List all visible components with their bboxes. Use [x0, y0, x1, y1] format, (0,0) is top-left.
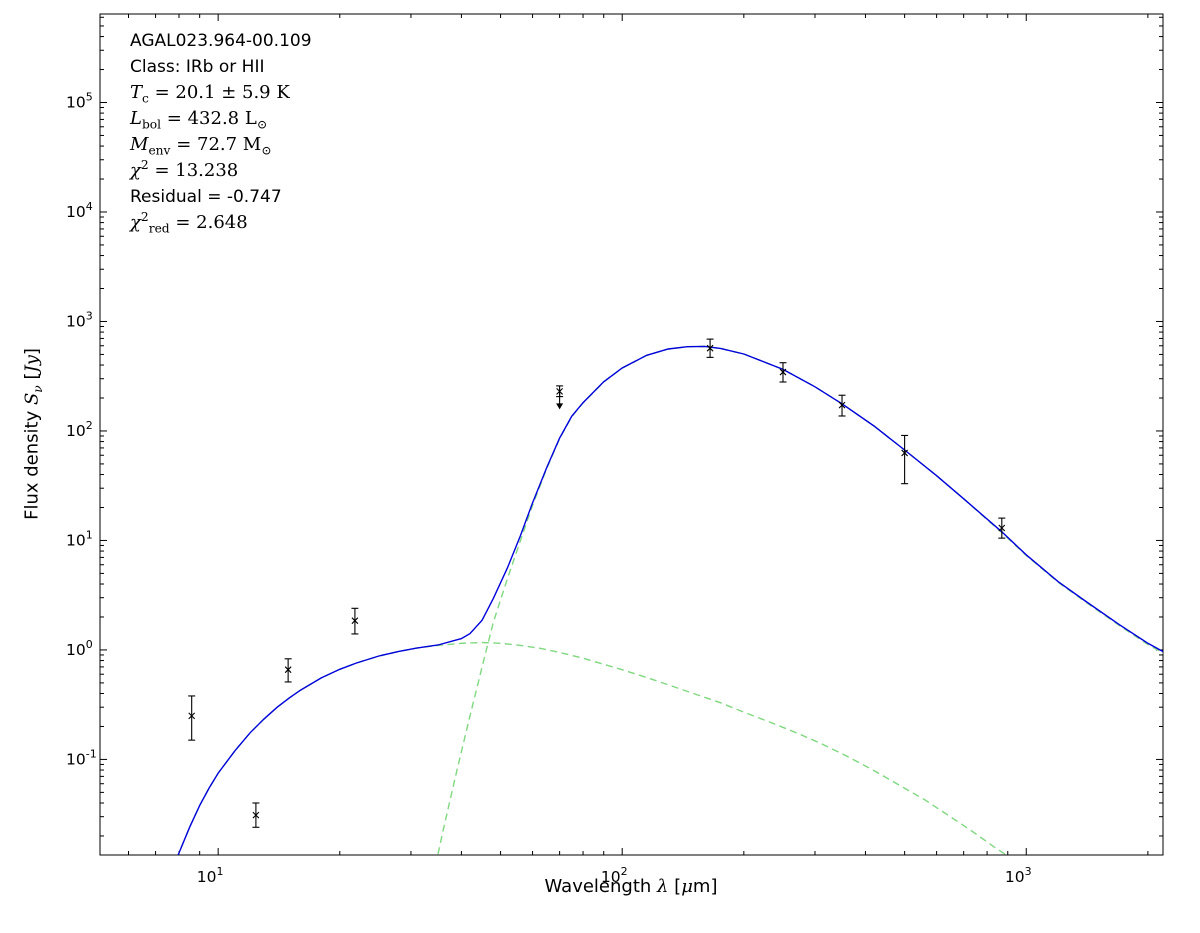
tick-label: 102	[66, 419, 93, 440]
data-point	[998, 517, 1006, 539]
annotation-line: Class: IRb or HII	[130, 57, 265, 77]
data-point	[556, 385, 564, 410]
data-point	[779, 362, 787, 383]
data-point	[284, 658, 292, 683]
data-point	[901, 434, 909, 485]
tick-label: 101	[197, 865, 224, 886]
tick-label: 103	[66, 309, 93, 330]
annotation-line: Lbol = 432.8 L⊙	[130, 108, 268, 132]
warm-component-curve	[177, 641, 1008, 855]
annotation-line: χ2red = 2.648	[130, 210, 248, 236]
annotation-line: Menv = 72.7 M⊙	[130, 134, 272, 158]
annotation-line: χ2 = 13.238	[130, 158, 239, 181]
tick-label: 103	[1005, 865, 1032, 886]
tick-label: 10-1	[66, 747, 97, 768]
axis-ticks	[100, 14, 1163, 855]
plot-frame	[99, 13, 1164, 856]
data-point	[188, 695, 196, 741]
cold-component-curve	[437, 345, 1163, 855]
tick-label: 105	[66, 90, 93, 111]
model-curves	[177, 345, 1163, 855]
data-points	[188, 338, 1006, 828]
tick-label: 100	[66, 638, 93, 659]
y-axis-label: Flux density Sν [Jy]	[21, 348, 46, 520]
annotation-line: Residual = -0.747	[130, 187, 282, 207]
model-total-curve	[177, 345, 1163, 855]
data-point	[838, 394, 846, 417]
fit-parameters-annotation: AGAL023.964-00.109 Class: IRb or HII Tc = …	[130, 28, 312, 236]
data-point	[351, 607, 359, 635]
x-axis-label: Wavelength λ [μm]	[544, 876, 718, 897]
annotation-line: Tc = 20.1 ± 5.9 K	[130, 82, 290, 106]
data-point	[252, 802, 260, 828]
annotation-line: AGAL023.964-00.109	[130, 31, 312, 51]
tick-label: 101	[66, 528, 93, 549]
data-point	[706, 338, 714, 358]
tick-label: 104	[66, 200, 93, 221]
